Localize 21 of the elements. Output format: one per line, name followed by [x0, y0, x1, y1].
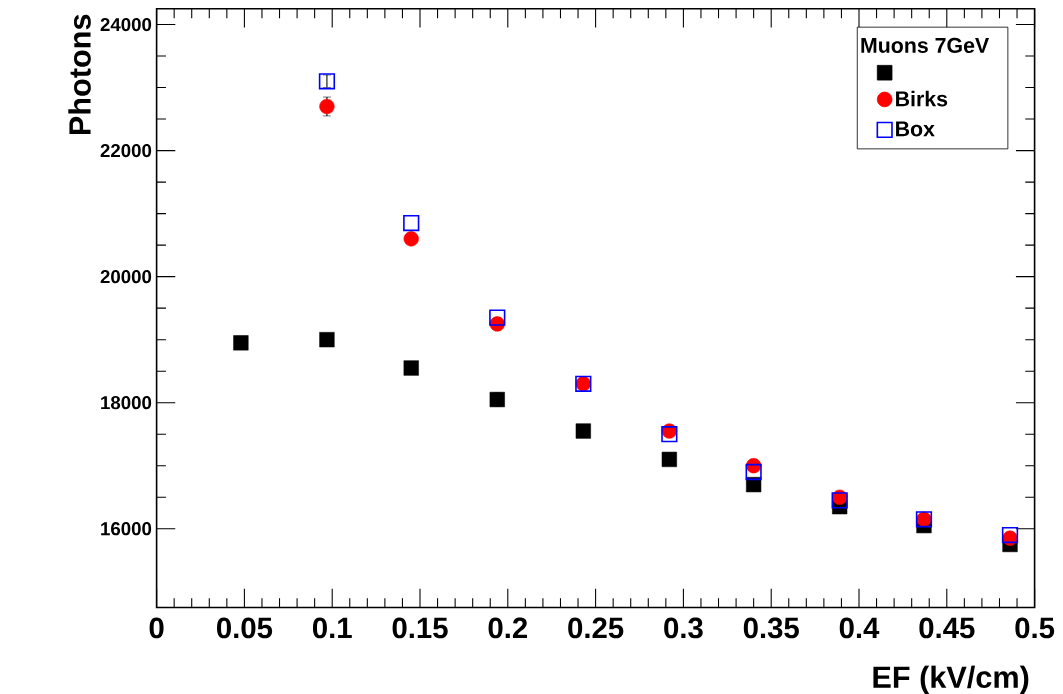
y-tick-label: 16000: [101, 522, 152, 536]
x-tick-label: 0.5: [1015, 617, 1055, 639]
y-axis-title: Photons: [68, 14, 91, 135]
x-tick-label: 0.45: [919, 617, 975, 639]
x-tick-label: 0.15: [392, 617, 448, 639]
x-tick-label: 0.35: [743, 617, 799, 639]
x-tick-label: 0.1: [312, 617, 352, 639]
x-tick-label: 0.3: [664, 617, 703, 639]
x-tick-label: 0.25: [568, 617, 624, 639]
y-tick-label: 22000: [100, 143, 152, 158]
x-tick-label: 0.2: [488, 617, 528, 639]
x-axis-title: EF (kV/cm): [873, 665, 1029, 694]
legend-label: Box: [896, 121, 935, 137]
x-tick-label: 0: [149, 617, 164, 639]
y-tick-label: 20000: [100, 270, 152, 284]
y-tick-label: 18000: [101, 396, 152, 410]
legend-title: Muons 7GeV: [861, 37, 990, 53]
legend-label: Birks: [896, 90, 948, 107]
y-tick-label: 24000: [100, 17, 152, 32]
x-tick-label: 0.05: [217, 617, 273, 639]
x-tick-label: 0.4: [839, 617, 880, 639]
